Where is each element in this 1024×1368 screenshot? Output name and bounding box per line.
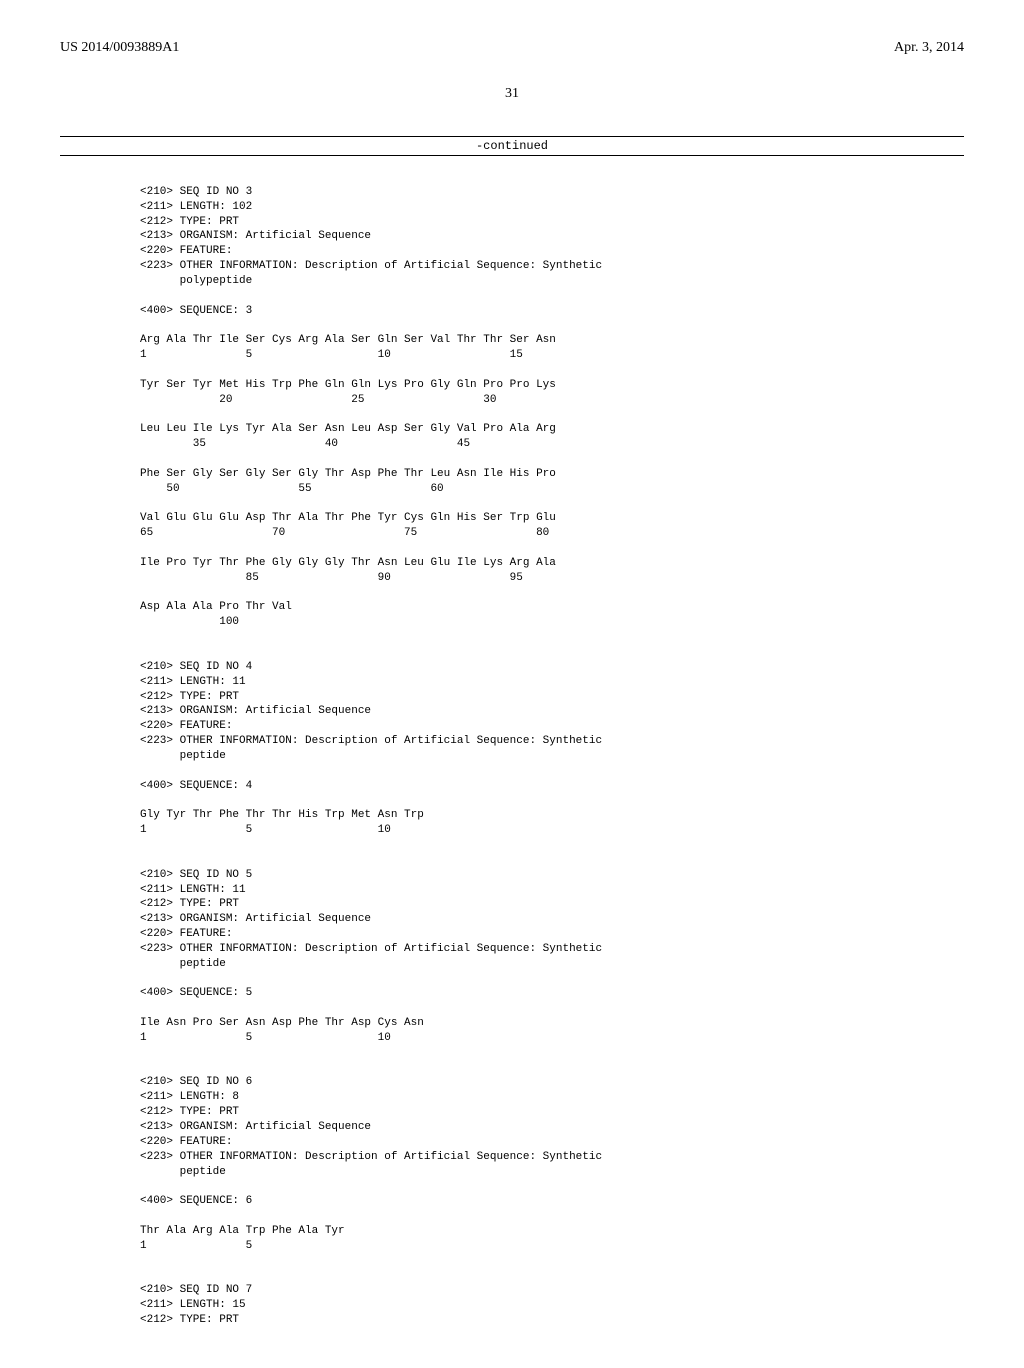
seq4-line: <212> TYPE: PRT [140,691,239,703]
seq6-line: <211> LENGTH: 8 [140,1091,239,1103]
sequence-listing: <210> SEQ ID NO 3 <211> LENGTH: 102 <212… [140,170,884,1328]
seq3-num: 20 25 30 [140,394,496,406]
seq6-line: peptide [140,1166,226,1178]
seq4-res: Gly Tyr Thr Phe Thr Thr His Trp Met Asn … [140,809,424,821]
seq3-res: Arg Ala Thr Ile Ser Cys Arg Ala Ser Gln … [140,334,556,346]
seq5-line: <212> TYPE: PRT [140,898,239,910]
seq3-res: Asp Ala Ala Pro Thr Val [140,601,292,613]
seq3-line: <210> SEQ ID NO 3 [140,186,252,198]
seq4-line: peptide [140,750,226,762]
seq4-line: <400> SEQUENCE: 4 [140,780,252,792]
seq3-num: 100 [140,616,239,628]
seq3-num: 85 90 95 [140,572,523,584]
seq6-line: <400> SEQUENCE: 6 [140,1195,252,1207]
seq6-line: <212> TYPE: PRT [140,1106,239,1118]
seq5-line: <210> SEQ ID NO 5 [140,869,252,881]
seq4-num: 1 5 10 [140,824,391,836]
page-number: 31 [60,86,964,102]
page-header: US 2014/0093889A1 Apr. 3, 2014 [60,40,964,56]
seq7-line: <211> LENGTH: 15 [140,1299,246,1311]
continued-label: -continued [60,136,964,156]
seq6-line: <210> SEQ ID NO 6 [140,1076,252,1088]
seq4-line: <210> SEQ ID NO 4 [140,661,252,673]
seq3-res: Tyr Ser Tyr Met His Trp Phe Gln Gln Lys … [140,379,556,391]
seq3-res: Ile Pro Tyr Thr Phe Gly Gly Gly Thr Asn … [140,557,556,569]
seq5-line: <223> OTHER INFORMATION: Description of … [140,943,602,955]
seq6-line: <223> OTHER INFORMATION: Description of … [140,1151,602,1163]
seq5-num: 1 5 10 [140,1032,391,1044]
seq3-num: 50 55 60 [140,483,444,495]
seq6-line: <220> FEATURE: [140,1136,232,1148]
seq3-line: <213> ORGANISM: Artificial Sequence [140,230,371,242]
seq3-line: polypeptide [140,275,252,287]
seq5-line: <213> ORGANISM: Artificial Sequence [140,913,371,925]
seq3-line: <223> OTHER INFORMATION: Description of … [140,260,602,272]
publication-date: Apr. 3, 2014 [894,40,964,56]
seq5-res: Ile Asn Pro Ser Asn Asp Phe Thr Asp Cys … [140,1017,424,1029]
seq4-line: <213> ORGANISM: Artificial Sequence [140,705,371,717]
seq3-num: 35 40 45 [140,438,470,450]
seq3-line: <400> SEQUENCE: 3 [140,305,252,317]
seq5-line: <400> SEQUENCE: 5 [140,987,252,999]
seq3-res: Leu Leu Ile Lys Tyr Ala Ser Asn Leu Asp … [140,423,556,435]
seq3-line: <212> TYPE: PRT [140,216,239,228]
seq3-res: Phe Ser Gly Ser Gly Ser Gly Thr Asp Phe … [140,468,556,480]
publication-number: US 2014/0093889A1 [60,40,179,56]
seq3-res: Val Glu Glu Glu Asp Thr Ala Thr Phe Tyr … [140,512,556,524]
seq6-num: 1 5 [140,1240,252,1252]
seq3-num: 65 70 75 80 [140,527,549,539]
seq5-line: peptide [140,958,226,970]
seq7-line: <210> SEQ ID NO 7 [140,1284,252,1296]
seq4-line: <220> FEATURE: [140,720,232,732]
seq5-line: <220> FEATURE: [140,928,232,940]
seq3-num: 1 5 10 15 [140,349,523,361]
seq6-res: Thr Ala Arg Ala Trp Phe Ala Tyr [140,1225,345,1237]
seq3-line: <220> FEATURE: [140,245,232,257]
seq4-line: <223> OTHER INFORMATION: Description of … [140,735,602,747]
seq3-line: <211> LENGTH: 102 [140,201,252,213]
seq4-line: <211> LENGTH: 11 [140,676,246,688]
seq6-line: <213> ORGANISM: Artificial Sequence [140,1121,371,1133]
seq5-line: <211> LENGTH: 11 [140,884,246,896]
